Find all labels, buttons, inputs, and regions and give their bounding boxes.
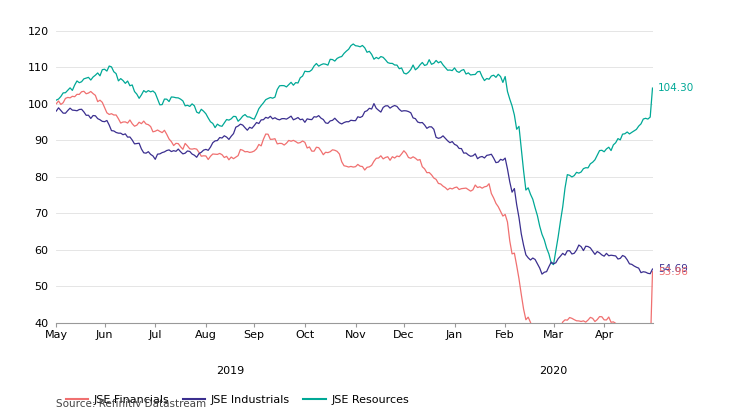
Text: 54.69: 54.69 [658, 264, 688, 274]
Text: Source: Refinitiv Datastream: Source: Refinitiv Datastream [56, 398, 206, 409]
Text: 2019: 2019 [216, 366, 244, 376]
Legend: JSE Financials, JSE Industrials, JSE Resources: JSE Financials, JSE Industrials, JSE Res… [62, 390, 413, 409]
Text: 53.96: 53.96 [658, 267, 688, 277]
Text: 104.30: 104.30 [658, 83, 694, 93]
Text: 2020: 2020 [539, 366, 568, 376]
